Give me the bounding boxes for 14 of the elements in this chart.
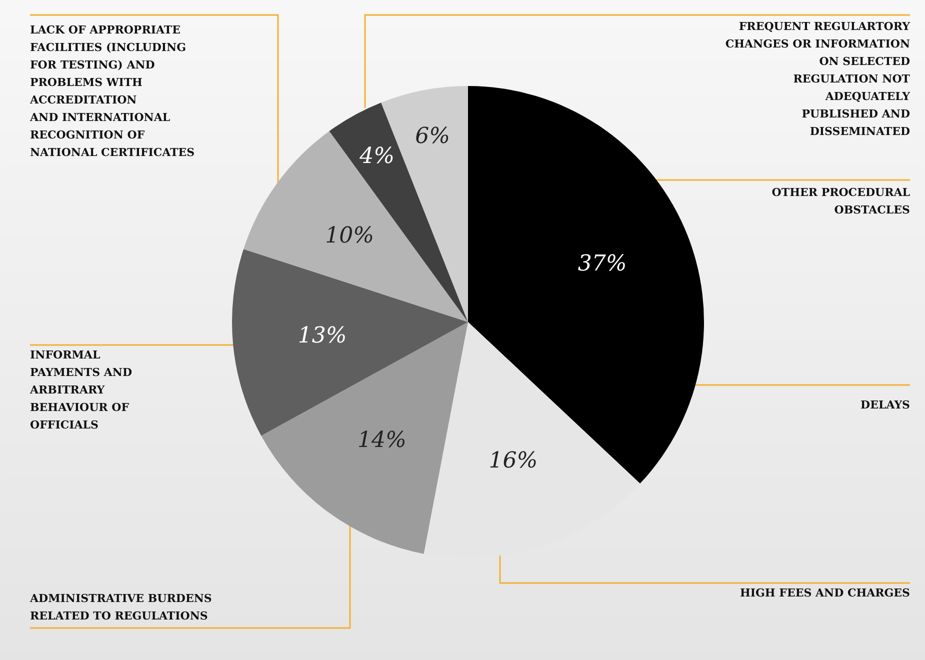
data-label: 4% [358,144,394,170]
slice-label: ADMINISTRATIVE BURDENS RELATED TO REGULATIONS [29,592,212,622]
slice-label: INFORMAL PAYMENTS AND ARBITRARY BEHAVIOUR OF OFFICIALS [29,348,132,432]
slice-label: DELAYS [860,398,910,412]
data-label: 6% [415,124,450,150]
data-label: 16% [488,448,538,474]
data-label: 13% [298,323,347,348]
slice-label: OTHER PROCEDURAL OBSTACLES [772,186,910,216]
slice-label: HIGH FEES AND CHARGES [740,586,910,600]
slice-label: FREQUENT REGULARTORY CHANGES OR INFORMATION ON SELECTED REGULATION NOT ADEQUATELY PUBLISHED AND DISSEMINATED [725,20,911,138]
data-label: 10% [325,223,374,248]
slice-label: LACK OF APPROPRIATE FACILITIES (INCLUDING FOR TESTING) AND PROBLEMS WITH ACCREDITATION AND INTERNATIONAL RECOGNITION OF NATIONAL CERTIFICATES [29,23,195,159]
data-label: 37% [578,251,627,276]
data-label: 14% [358,428,406,453]
